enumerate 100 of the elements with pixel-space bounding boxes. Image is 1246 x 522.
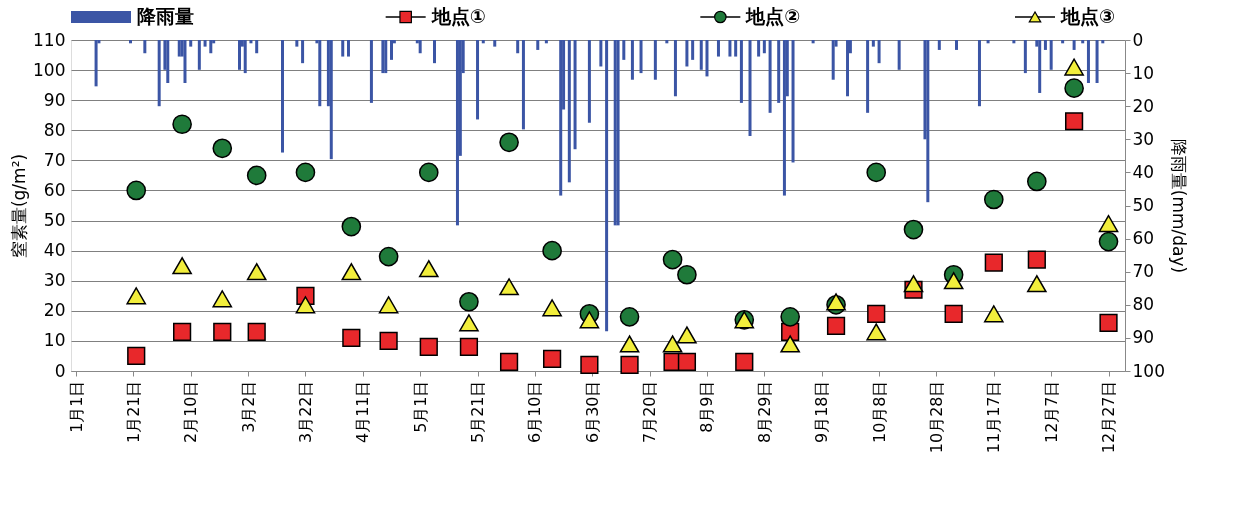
legend-label: 降雨量 — [137, 5, 194, 27]
point — [295, 296, 316, 314]
x-tick-label: 11月17日 — [984, 380, 1004, 454]
point — [542, 299, 562, 317]
bar — [777, 40, 781, 103]
bar — [986, 40, 990, 44]
bar — [762, 40, 766, 54]
point — [1026, 171, 1047, 192]
point — [247, 322, 266, 341]
point — [1064, 78, 1084, 98]
bar — [768, 40, 772, 113]
bar — [389, 40, 393, 60]
x-tick-label: 12月7日 — [1041, 380, 1061, 444]
legend-label: 地点③ — [1060, 5, 1116, 27]
y2-tick-label: 50 — [1132, 195, 1155, 215]
point — [983, 189, 1004, 210]
y2-tick-label: 0 — [1132, 29, 1144, 50]
point — [418, 162, 439, 183]
legend-label: 地点② — [745, 5, 801, 27]
bar — [871, 40, 875, 47]
point — [1099, 313, 1118, 332]
x-tick-label: 1月21日 — [123, 380, 143, 444]
point — [542, 240, 562, 261]
point — [499, 278, 519, 296]
point — [826, 316, 846, 335]
point — [866, 162, 887, 183]
x-tick-label: 1月1日 — [66, 380, 86, 433]
x-tick-label: 6月10日 — [525, 380, 545, 444]
x-tick-label: 6月30日 — [582, 380, 602, 444]
bar — [728, 40, 732, 57]
bar — [384, 40, 388, 74]
bar — [1072, 40, 1076, 50]
y-tick-label: 100 — [33, 59, 66, 80]
point — [246, 263, 267, 281]
bar — [559, 40, 563, 196]
point — [866, 323, 887, 341]
bar — [811, 40, 815, 44]
bar — [748, 40, 752, 136]
bar — [897, 40, 901, 70]
bar — [249, 40, 253, 44]
y2-tick-label: 80 — [1132, 294, 1155, 315]
point — [246, 165, 267, 186]
x-tick-label: 2月10日 — [181, 380, 201, 444]
y-tick-label: 50 — [43, 210, 66, 231]
point — [620, 355, 639, 375]
bar — [734, 40, 738, 57]
point — [662, 249, 683, 270]
bar — [955, 40, 959, 50]
bar — [846, 40, 850, 97]
x-tick-label: 3月22日 — [295, 380, 315, 444]
bar — [977, 40, 981, 107]
bar — [616, 40, 620, 226]
point — [983, 305, 1004, 323]
bar — [1101, 40, 1105, 44]
bar — [1038, 40, 1042, 93]
point — [1027, 250, 1046, 269]
bar — [1095, 40, 1099, 84]
point — [419, 337, 438, 357]
point — [867, 304, 886, 323]
bar — [599, 40, 603, 67]
bar — [716, 40, 720, 57]
y2-tick-label: 30 — [1132, 128, 1155, 149]
bar — [1023, 40, 1027, 74]
bar — [791, 40, 795, 163]
bar — [926, 40, 930, 203]
bar — [1049, 40, 1053, 70]
point — [378, 246, 399, 267]
point — [662, 335, 683, 353]
point — [780, 335, 800, 353]
bar — [699, 40, 703, 70]
bar — [639, 40, 643, 74]
bar — [739, 40, 743, 103]
point — [619, 335, 640, 353]
x-tick-label: 8月9日 — [697, 380, 717, 433]
bar — [665, 40, 669, 44]
y2-tick-label: 20 — [1132, 95, 1155, 116]
y2-tick-label: 10 — [1132, 62, 1155, 83]
point — [1026, 275, 1047, 293]
y2-axis-title: 降雨量(mm/day) — [1168, 138, 1189, 274]
bar — [1043, 40, 1047, 50]
y-tick-label: 30 — [43, 270, 66, 291]
y-tick-label: 90 — [43, 89, 66, 110]
bar — [455, 40, 459, 226]
bar — [587, 40, 591, 123]
point — [579, 311, 600, 329]
bar — [685, 40, 689, 67]
point — [619, 307, 640, 327]
bar — [653, 40, 657, 80]
y2-tick-label: 90 — [1132, 327, 1155, 348]
bar — [605, 40, 609, 332]
y2-tick-label: 40 — [1132, 161, 1155, 182]
bar — [831, 40, 835, 80]
bar — [341, 40, 345, 57]
bar — [516, 40, 520, 54]
x-tick-label: 3月2日 — [238, 380, 258, 433]
bar — [255, 40, 259, 54]
point — [580, 355, 599, 375]
point — [735, 352, 754, 372]
point — [459, 337, 479, 357]
point — [379, 331, 398, 351]
